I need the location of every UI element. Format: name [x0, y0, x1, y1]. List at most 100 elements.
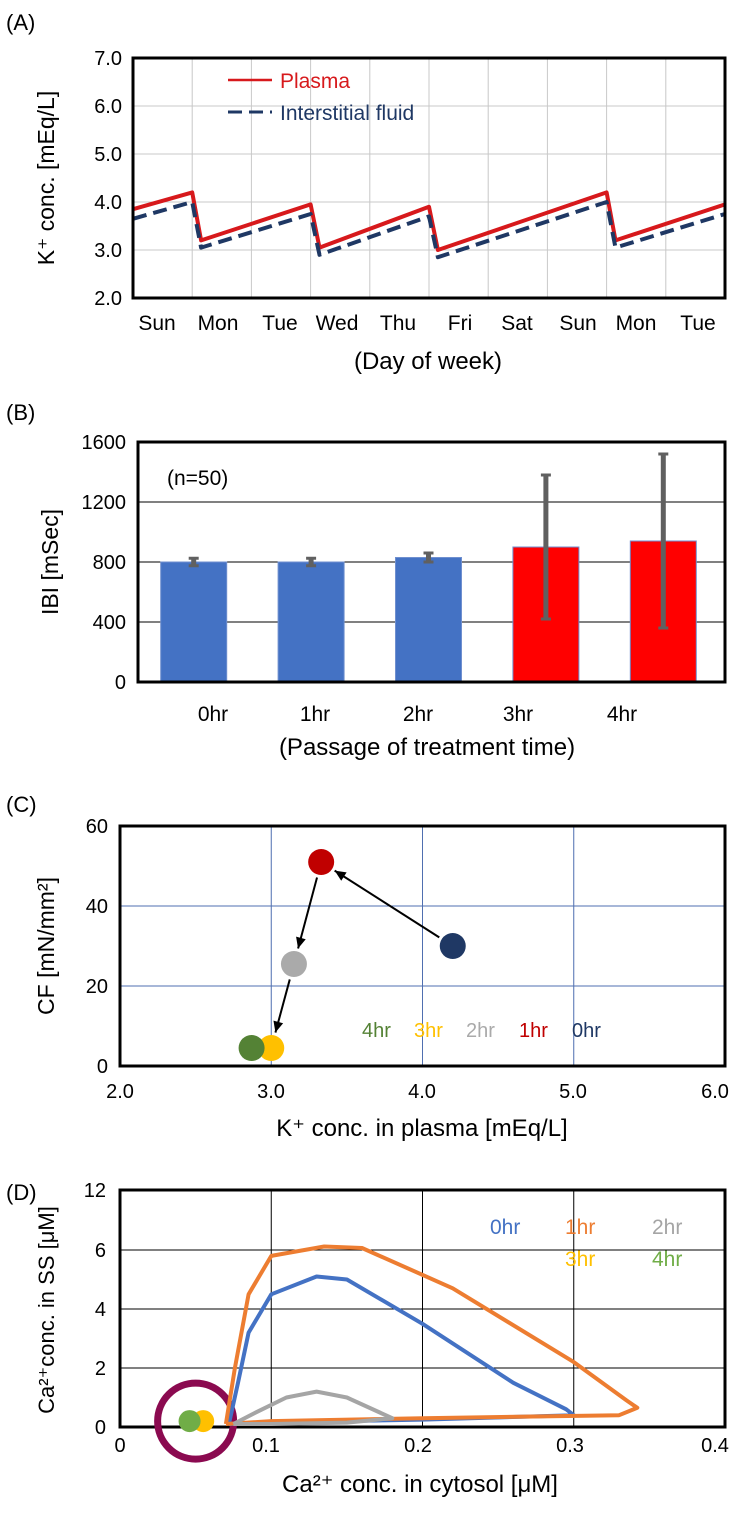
b-xtick: 3hr — [503, 703, 533, 726]
c-legend-3hr: 3hr — [414, 1020, 443, 1042]
d-legend-0hr: 0hr — [490, 1216, 520, 1239]
a-ytick: 7.0 — [94, 48, 122, 70]
c-point-1hr — [308, 849, 335, 875]
d-ytick: 0 — [95, 1417, 106, 1439]
b-ytick: 1600 — [82, 432, 127, 454]
panel-d-frame — [118, 1188, 727, 1429]
a-xtick: Sun — [138, 312, 175, 335]
d-ylabel: Ca²⁺conc. in SS [μM] — [34, 1206, 59, 1414]
panel-c-points — [238, 849, 466, 1061]
b-bar — [160, 561, 228, 683]
panel-a-xticks: Sun Mon Tue Wed Thu Fri Sat Sun Mon Tue — [138, 312, 715, 335]
c-xtick: 4.0 — [408, 1081, 436, 1103]
a-ytick: 6.0 — [94, 96, 122, 118]
panel-a-frame — [131, 56, 727, 300]
a-series-line — [132, 200, 726, 260]
panel-a-lines — [132, 190, 726, 260]
c-legend-2hr: 2hr — [466, 1020, 495, 1042]
panel-b-yticks: 1600 1200 800 400 0 — [82, 432, 127, 694]
c-xtick: 5.0 — [559, 1081, 587, 1103]
b-xtick: 1hr — [300, 703, 330, 726]
a-xtick: Sun — [559, 312, 596, 335]
b-xtick: 4hr — [607, 703, 637, 726]
a-xtick: Wed — [316, 312, 359, 335]
a-ylabel: K⁺ conc. [mEq/L] — [33, 91, 59, 266]
d-xtick: 0.2 — [404, 1435, 432, 1457]
panel-c-yticks: 60 40 20 0 — [86, 816, 108, 1078]
panel-c-frame — [118, 824, 727, 1068]
d-xtick: 0.1 — [252, 1435, 280, 1457]
panel-d-grid — [120, 1190, 725, 1427]
a-ytick: 3.0 — [94, 240, 122, 262]
d-xtick: 0 — [114, 1435, 125, 1457]
panel-c: (C) 60 40 20 0 2.0 3.0 4.0 5.0 6.0 K⁺ co… — [6, 792, 729, 1142]
a-xtick: Mon — [616, 312, 657, 335]
panel-d-yticks: 12 6 4 2 0 — [84, 1180, 106, 1439]
b-ytick: 1200 — [82, 492, 127, 514]
d-ytick: 12 — [84, 1180, 106, 1202]
c-point-3hr — [258, 1035, 285, 1061]
d-legend-2hr: 2hr — [652, 1216, 682, 1239]
c-arrow-head — [273, 1020, 284, 1033]
a-ytick: 5.0 — [94, 144, 122, 166]
c-xtick: 2.0 — [106, 1081, 134, 1103]
c-ytick: 40 — [86, 896, 108, 918]
c-ytick: 0 — [97, 1056, 108, 1078]
c-arrow-head — [296, 936, 306, 949]
b-ytick: 800 — [93, 552, 126, 574]
c-point-2hr — [280, 951, 307, 977]
panel-a-grid — [133, 58, 725, 298]
b-xtick: 2hr — [403, 703, 433, 726]
c-xlabel: K⁺ conc. in plasma [mEq/L] — [276, 1115, 567, 1142]
b-bar — [395, 557, 462, 683]
d-legend-3hr: 3hr — [565, 1248, 595, 1271]
c-ytick: 20 — [86, 976, 108, 998]
d-point-4hr — [178, 1410, 201, 1433]
a-xtick: Thu — [380, 312, 416, 335]
panel-b-bars — [160, 452, 697, 683]
a-xtick: Tue — [262, 312, 297, 335]
panel-b: (B) 1600 1200 800 400 0 0hr 1hr 2hr 3hr … — [6, 400, 727, 761]
panel-a: (A) 7.0 6.0 5.0 4.0 3.0 2.0 Sun Mon Tue … — [6, 10, 727, 375]
legend-label-interstitial: Interstitial fluid — [280, 102, 414, 125]
c-ylabel: CF [mN/mm²] — [33, 877, 59, 1015]
panel-b-frame — [136, 440, 727, 684]
c-point-4hr — [238, 1035, 265, 1061]
panel-c-xticks: 2.0 3.0 4.0 5.0 6.0 — [106, 1081, 729, 1103]
c-arrow-head — [334, 870, 347, 881]
panel-a-legend: Plasma Interstitial fluid — [228, 70, 414, 125]
d-series-1hr — [223, 1244, 640, 1426]
c-ytick: 60 — [86, 816, 108, 838]
legend-label-plasma: Plasma — [280, 70, 350, 93]
b-ylabel: IBI [mSec] — [37, 509, 63, 615]
b-ytick: 400 — [93, 612, 126, 634]
panel-c-arrows — [273, 869, 440, 1033]
d-ytick: 6 — [95, 1240, 106, 1262]
c-arrow-line — [297, 877, 319, 949]
panel-label-d: (D) — [6, 1180, 37, 1205]
d-legend-4hr: 4hr — [652, 1248, 682, 1271]
c-legend-1hr: 1hr — [519, 1020, 548, 1042]
d-xtick: 0.4 — [701, 1435, 729, 1457]
a-xtick: Fri — [448, 312, 473, 335]
panel-d-lines — [154, 1244, 640, 1463]
d-ytick: 2 — [95, 1358, 106, 1380]
panel-label-b: (B) — [6, 400, 35, 425]
panel-label-a: (A) — [6, 10, 35, 35]
d-xlabel: Ca²⁺ conc. in cytosol [μM] — [282, 1471, 558, 1498]
c-legend-4hr: 4hr — [362, 1020, 391, 1042]
panel-label-c: (C) — [6, 792, 37, 817]
panel-a-yticks: 7.0 6.0 5.0 4.0 3.0 2.0 — [94, 48, 122, 310]
c-legend-0hr: 0hr — [572, 1020, 601, 1042]
d-ytick: 4 — [95, 1299, 106, 1321]
panel-d-xticks: 0 0.1 0.2 0.3 0.4 — [114, 1435, 728, 1457]
panel-d: (D) 12 6 4 2 0 0 0.1 0.2 0.3 0.4 Ca²⁺ co… — [6, 1180, 729, 1498]
c-xtick: 6.0 — [701, 1081, 729, 1103]
panel-b-xticks: 0hr 1hr 2hr 3hr 4hr — [198, 703, 637, 726]
d-xtick: 0.3 — [556, 1435, 584, 1457]
b-xlabel: (Passage of treatment time) — [279, 734, 575, 761]
a-ytick: 4.0 — [94, 192, 122, 214]
a-xtick: Sat — [501, 312, 533, 335]
panel-d-legend: 0hr 1hr 2hr 3hr 4hr — [490, 1216, 682, 1271]
